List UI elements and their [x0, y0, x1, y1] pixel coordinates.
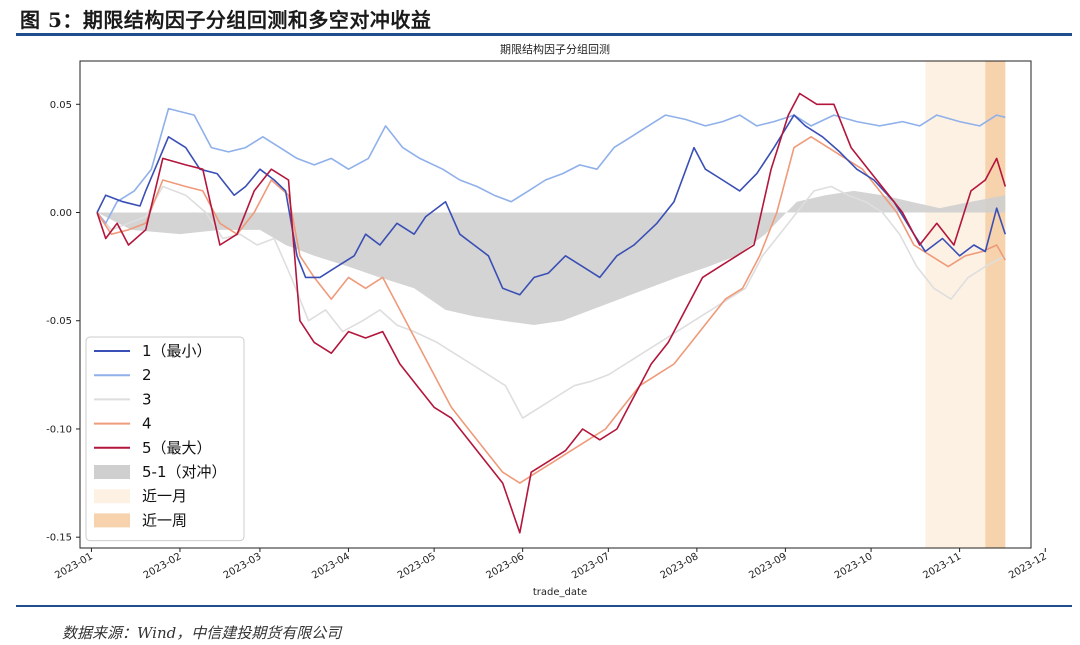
series-line-1	[96, 114, 1007, 296]
y-axis: 0.05 0.00 -0.05 -0.10 -0.15	[46, 100, 80, 544]
x-tick-label-3: 2023-04	[310, 551, 352, 581]
legend-swatch-5	[94, 465, 130, 479]
x-axis: 2023-01 2023-02 2023-03 2023-04 2023-05 2023-…	[53, 548, 1049, 581]
bottom-rule	[16, 605, 1072, 607]
x-axis-label: trade_date	[533, 587, 587, 598]
legend-swatch-band-0	[94, 489, 130, 504]
x-tick-label-7: 2023-08	[659, 551, 701, 581]
series-line-5	[96, 92, 1007, 534]
shaded-bands	[925, 61, 1006, 548]
legend-label-0: 1（最小）	[142, 342, 212, 360]
series-line-4	[96, 136, 1006, 484]
plot-frame	[79, 60, 1032, 549]
x-tick-label-9: 2023-10	[833, 551, 875, 581]
data-source: 数据来源：Wind，中信建投期货有限公司	[62, 624, 342, 642]
x-tick-label-8: 2023-09	[747, 551, 789, 581]
x-tick-label-6: 2023-07	[570, 551, 612, 581]
legend-label-band-1: 近一周	[142, 511, 187, 529]
figure-heading: 图 5：期限结构因子分组回测和多空对冲收益	[20, 8, 432, 32]
x-tick-label-0: 2023-01	[53, 551, 95, 581]
y-tick-label-4: -0.15	[46, 533, 72, 544]
y-tick-label-1: 0.00	[50, 208, 72, 219]
series-line-3	[96, 185, 1006, 419]
series-area-5	[97, 190, 1006, 326]
legend-label-2: 3	[142, 390, 152, 408]
x-tick-label-2: 2023-03	[222, 551, 264, 581]
legend-label-4: 5（最大）	[142, 439, 212, 457]
x-tick-label-1: 2023-02	[142, 551, 184, 581]
legend-label-1: 2	[142, 366, 152, 384]
x-tick-label-5: 2023-06	[484, 551, 526, 581]
y-tick-label-2: -0.05	[46, 316, 72, 327]
x-tick-label-4: 2023-05	[396, 551, 438, 581]
series-line-2	[96, 107, 1006, 225]
y-tick-label-3: -0.10	[46, 424, 72, 435]
top-rule	[16, 33, 1072, 36]
x-tick-label-11: 2023-12	[1007, 551, 1049, 581]
legend-label-5: 5-1（对冲）	[142, 463, 227, 481]
y-tick-label-0: 0.05	[50, 100, 72, 111]
legend-label-3: 4	[142, 415, 152, 433]
shaded-band-1	[985, 61, 1006, 548]
legend-swatch-band-1	[94, 513, 130, 528]
chart-title: 期限结构因子分组回测	[500, 42, 610, 56]
legend-label-band-0: 近一月	[142, 487, 187, 505]
hedge-area-layer	[97, 190, 1006, 326]
x-tick-label-10: 2023-11	[921, 551, 963, 581]
series-lines-layer	[96, 92, 1007, 534]
